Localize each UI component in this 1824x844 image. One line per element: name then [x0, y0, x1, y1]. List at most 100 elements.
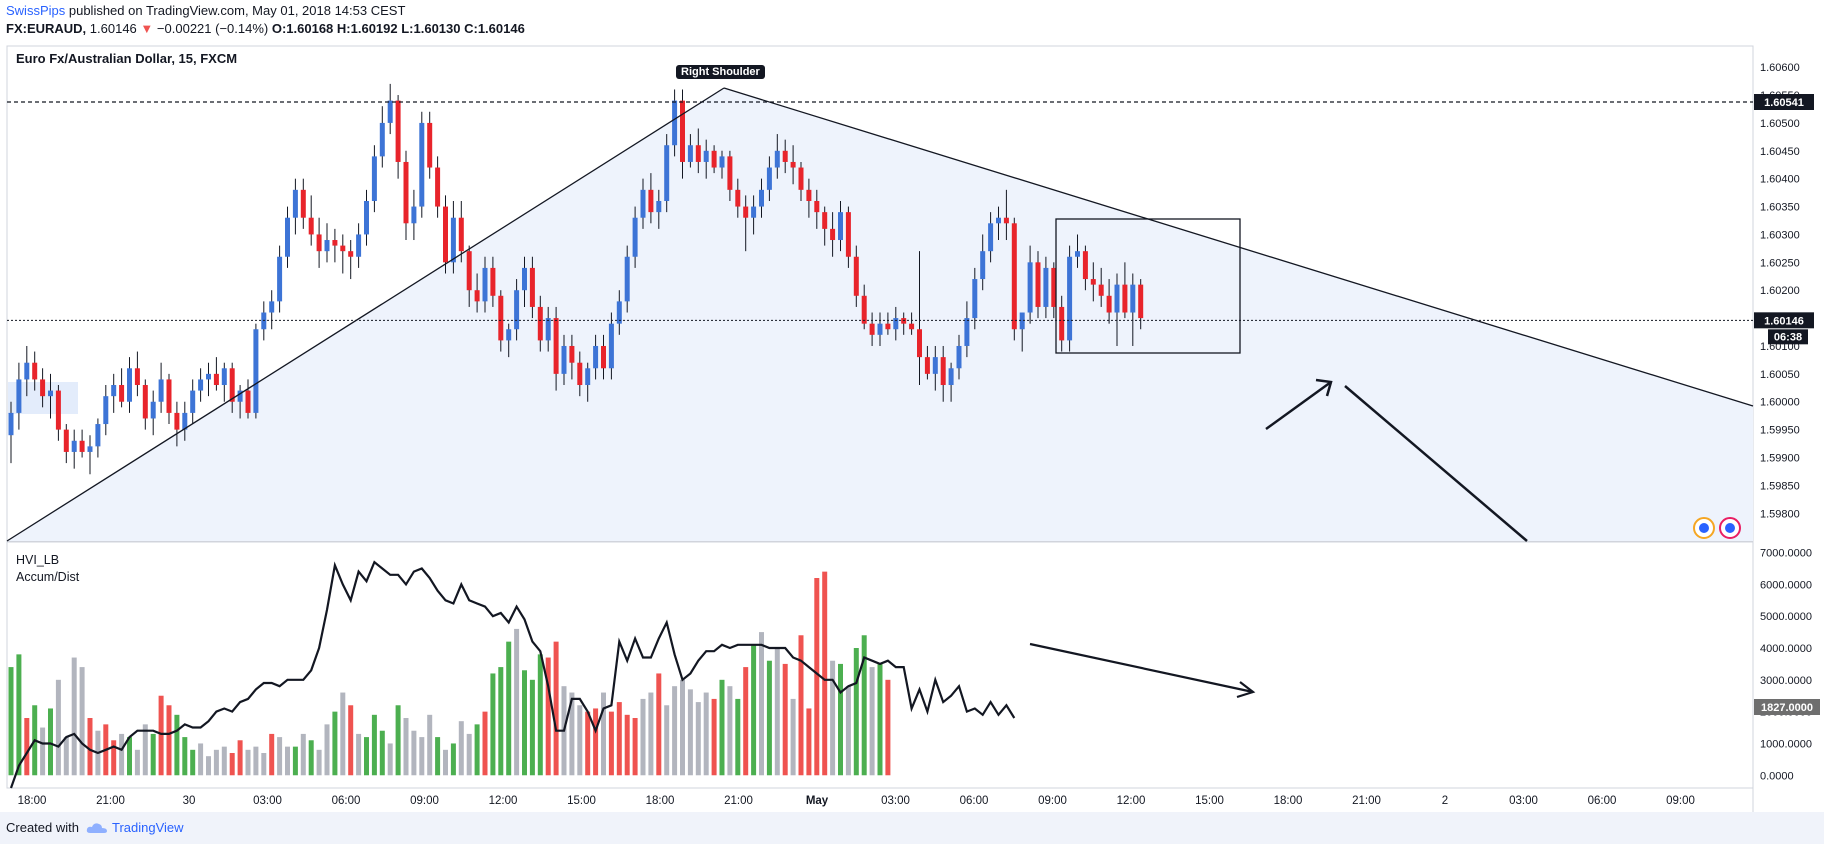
candle-body [166, 379, 172, 413]
candle-body [537, 306, 543, 341]
indicator-tick-label: 5000.0000 [1760, 611, 1812, 623]
volume-bar [727, 686, 733, 776]
price-tick-label: 1.59850 [1760, 480, 1800, 492]
volume-bar [490, 673, 496, 776]
candle-body [348, 251, 354, 257]
volume-bar [55, 679, 61, 776]
left-trendline[interactable] [6, 87, 725, 542]
candle-body [71, 440, 77, 452]
countdown-text: 06:38 [1774, 331, 1802, 343]
volume-bar [348, 705, 354, 776]
candle-body [300, 189, 306, 218]
candle-body [1090, 279, 1096, 285]
candle-body [585, 368, 591, 386]
neckline-trendline[interactable] [723, 87, 1754, 407]
up-arrow-line[interactable] [1265, 380, 1332, 431]
indicator-axis[interactable]: 7000.0000 6000.0000 5000.0000 4000.0000 3000… [1760, 548, 1812, 783]
ad-trendline[interactable] [1029, 642, 1254, 694]
volume-bar [269, 733, 275, 776]
candle-body [616, 301, 622, 324]
volume-bar [743, 667, 749, 776]
candle-body [877, 323, 883, 335]
last-price-tag [1754, 312, 1814, 329]
candle-body [24, 362, 30, 380]
candle-body [830, 228, 836, 241]
candle-body [111, 385, 117, 397]
candle-body [703, 150, 709, 162]
candle-body [561, 345, 567, 374]
candle-body [403, 161, 409, 224]
chart-canvas[interactable]: 1.606001.605501.605001.604501.604001.603… [0, 0, 1824, 812]
candle-body [40, 379, 46, 397]
publish-header: SwissPips published on TradingView.com, … [0, 0, 1824, 40]
symbol-line: FX:EURAUD, 1.60146 ▼ −0.00221 (−0.14%) O… [6, 20, 525, 38]
candle-body [48, 390, 53, 397]
candle-body [55, 390, 61, 430]
candle-body [229, 368, 235, 402]
volume-bar [340, 692, 346, 776]
volume-bar [751, 644, 757, 776]
candle-body [917, 329, 922, 358]
volume-bar [8, 667, 14, 776]
candle-body [861, 295, 867, 324]
candle-body [790, 161, 796, 168]
volume-bar [174, 714, 180, 776]
candle-body [1082, 251, 1088, 280]
volume-bar [229, 753, 235, 776]
candle-body [759, 189, 764, 207]
candle-body [506, 329, 512, 341]
volume-bar [277, 737, 283, 776]
time-tick-label: 21:00 [96, 795, 125, 807]
time-tick-label: 12:00 [1117, 795, 1146, 807]
volume-bar [450, 743, 456, 776]
consolidation-box[interactable] [1055, 218, 1241, 354]
volume-bar [672, 686, 678, 776]
down-arrow-line[interactable] [1344, 385, 1528, 542]
price-tick-label: 1.59950 [1760, 425, 1800, 437]
candle-body [387, 100, 393, 123]
candle-body [727, 156, 733, 190]
volume-bar [87, 718, 93, 776]
volume-bar [198, 743, 204, 776]
time-tick-label: 18:00 [1274, 795, 1303, 807]
change-down-icon: ▼ [140, 21, 154, 36]
time-tick-label: 09:00 [1666, 795, 1695, 807]
volume-bar [482, 711, 488, 776]
candle-body [608, 323, 614, 369]
candle-body [253, 329, 259, 413]
volume-bar [585, 711, 591, 776]
candle-body [174, 412, 180, 430]
candle-body [450, 217, 456, 263]
candle-body [150, 401, 156, 419]
volume-bar [411, 730, 417, 776]
candle-body [182, 412, 188, 430]
volume-bar [356, 733, 362, 776]
volume-bar [680, 679, 685, 776]
volume-bar [759, 632, 764, 776]
volume-bar [16, 654, 22, 776]
last-price-text: 1.60146 [1764, 315, 1804, 327]
candle-body [134, 368, 140, 386]
volume-bar [300, 733, 306, 776]
candle-body [735, 189, 741, 207]
candle-body [379, 122, 385, 157]
candle-body [332, 240, 338, 246]
candle-body [853, 256, 859, 296]
candle-body [245, 390, 251, 413]
price-axis[interactable]: 1.606001.605501.605001.604501.604001.603… [1760, 62, 1800, 520]
candle-body [308, 217, 314, 235]
time-tick-label: 18:00 [646, 795, 675, 807]
price-tick-label: 1.60450 [1760, 146, 1800, 158]
tradingview-brand-link[interactable]: TradingView [112, 820, 184, 835]
time-tick-label: 09:00 [1038, 795, 1067, 807]
time-axis[interactable]: 18:00 21:00 30 03:00 06:00 09:00 12:00 15:00 18:… [18, 795, 1695, 807]
candle-body [798, 167, 804, 190]
candle-body [695, 145, 701, 162]
volume-bar [24, 718, 30, 776]
time-tick-label: 21:00 [724, 795, 753, 807]
candle-body [324, 240, 330, 252]
candle-body [980, 251, 986, 280]
volume-bar [830, 660, 836, 776]
candle-body [411, 206, 417, 224]
author-link[interactable]: SwissPips [6, 3, 66, 18]
